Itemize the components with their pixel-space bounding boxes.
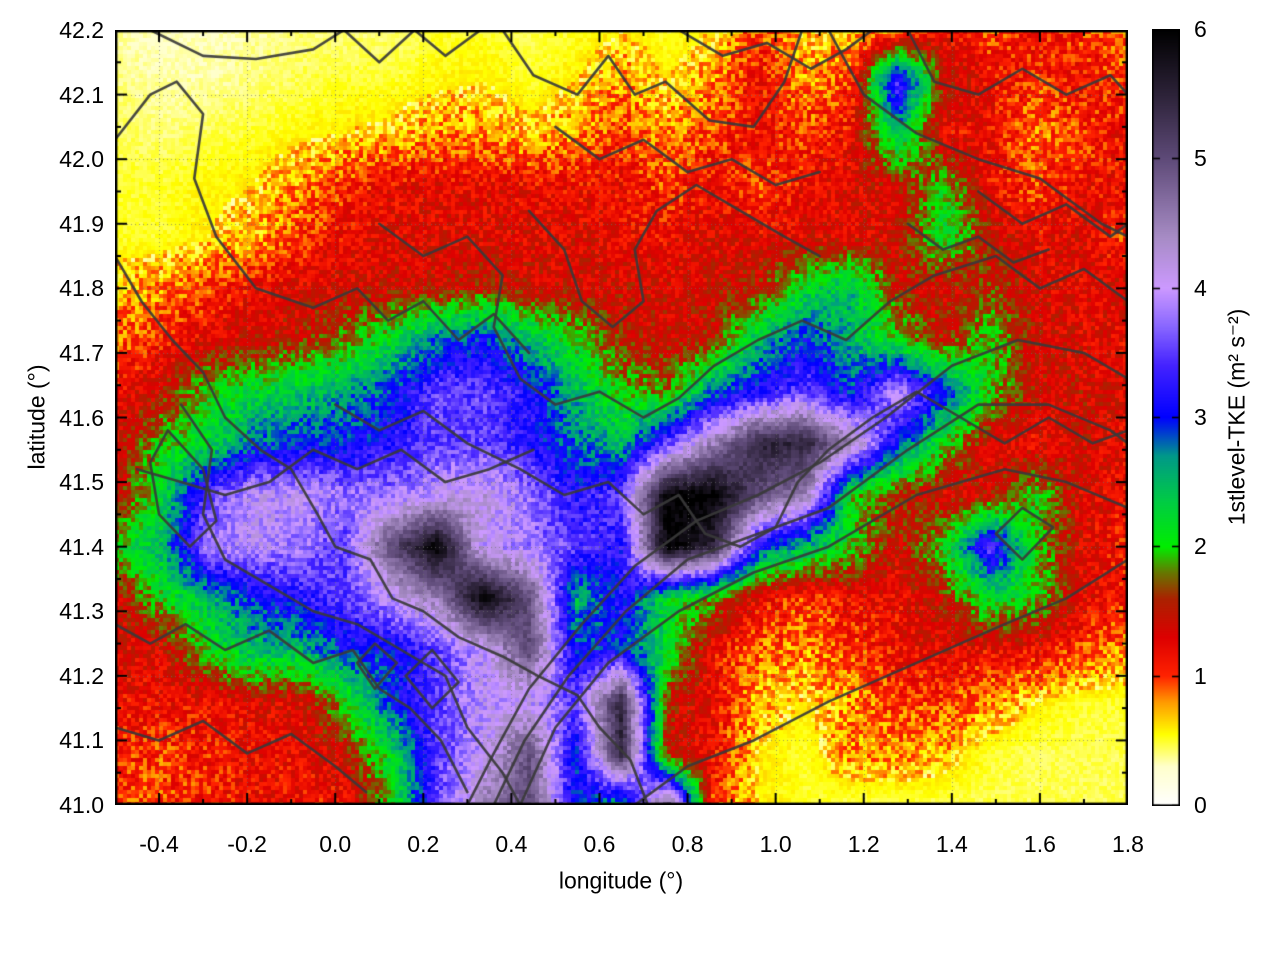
x-axis-title: longitude (°) xyxy=(558,867,684,894)
x-tick-label: 0.2 xyxy=(407,831,440,857)
x-tick-label: 0.0 xyxy=(319,831,352,857)
x-tick-label: 0.6 xyxy=(583,831,616,857)
x-tick-label: 1.8 xyxy=(1112,831,1144,857)
y-tick-label: 42.1 xyxy=(59,81,104,108)
y-tick-label: 41.5 xyxy=(59,469,104,496)
y-tick-label: 41.3 xyxy=(59,598,104,625)
colorbar-tick-label: 5 xyxy=(1194,145,1207,172)
y-tick-label: 41.0 xyxy=(59,792,104,818)
colorbar-tick-label: 6 xyxy=(1194,16,1207,42)
x-tick-label: 1.0 xyxy=(759,831,792,857)
colorbar-tick-label: 4 xyxy=(1194,274,1207,301)
x-tick-label: -0.4 xyxy=(139,831,179,857)
heatmap-plot-area xyxy=(115,30,1128,805)
y-tick-label: 41.2 xyxy=(59,662,104,689)
y-tick-label: 41.6 xyxy=(59,404,104,431)
y-tick-label: 41.4 xyxy=(59,533,104,560)
x-tick-label: -0.2 xyxy=(227,831,267,857)
x-tick-label: 1.6 xyxy=(1023,831,1056,857)
colorbar-tick-label: 1 xyxy=(1194,662,1207,689)
x-tick-label: 1.2 xyxy=(847,831,880,857)
x-tick-label: 1.4 xyxy=(935,831,968,857)
y-tick-label: 42.0 xyxy=(59,146,104,173)
colorbar-tick-label: 2 xyxy=(1194,533,1207,560)
y-tick-label: 41.7 xyxy=(59,339,104,366)
y-tick-label: 41.8 xyxy=(59,275,104,302)
y-tick-label: 42.2 xyxy=(59,17,104,43)
colorbar xyxy=(1152,29,1180,806)
x-tick-label: 0.4 xyxy=(495,831,528,857)
x-tick-label: 0.8 xyxy=(671,831,704,857)
y-tick-label: 41.1 xyxy=(59,727,104,754)
colorbar-tick-label: 3 xyxy=(1194,404,1207,430)
colorbar-tick-label: 0 xyxy=(1194,792,1207,818)
y-tick-label: 41.9 xyxy=(59,210,104,237)
